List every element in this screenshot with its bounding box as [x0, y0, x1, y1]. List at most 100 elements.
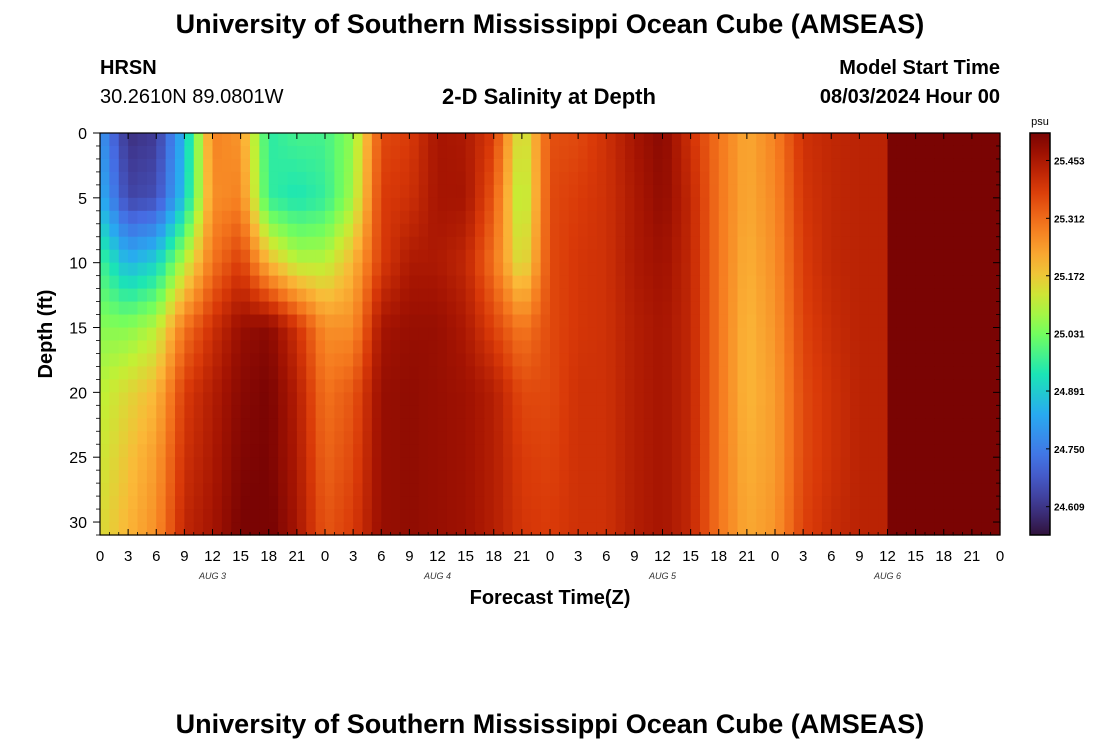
heat-cell: [578, 275, 589, 290]
heat-cell: [812, 470, 823, 484]
heat-cell: [278, 405, 289, 419]
heat-cell: [821, 353, 832, 368]
heat-cell: [240, 210, 251, 225]
heat-cell: [475, 470, 485, 484]
heat-cell: [643, 288, 654, 303]
heat-cell: [418, 483, 429, 497]
heat-cell: [306, 210, 317, 225]
heat-cell: [109, 158, 120, 173]
heat-cell: [521, 133, 532, 147]
heat-cell: [962, 366, 973, 380]
heat-cell: [925, 314, 935, 329]
heat-cell: [325, 288, 335, 303]
heat-cell: [625, 418, 635, 432]
heat-cell: [118, 366, 129, 380]
heat-cell: [878, 145, 889, 160]
heat-cell: [371, 418, 382, 432]
heat-cell: [709, 366, 720, 380]
heat-cell: [259, 314, 270, 329]
heat-cell: [700, 133, 710, 147]
heat-cell: [925, 145, 935, 160]
heat-cell: [962, 379, 973, 393]
heat-cell: [221, 353, 232, 368]
heat-cell: [437, 327, 448, 342]
heat-cell: [690, 444, 701, 458]
heat-cell: [381, 483, 392, 497]
heat-cell: [193, 301, 204, 316]
heat-cell: [484, 184, 495, 199]
heat-cell: [531, 197, 542, 212]
heat-cell: [756, 184, 767, 199]
heat-cell: [540, 522, 551, 536]
heat-cell: [634, 133, 645, 147]
heat-cell: [343, 366, 354, 380]
heat-cell: [212, 405, 223, 419]
heat-cell: [765, 483, 776, 497]
heat-cell: [550, 184, 560, 199]
heat-cell: [315, 353, 326, 368]
heat-cell: [128, 249, 139, 264]
heat-cell: [540, 133, 551, 147]
heat-cell: [521, 392, 532, 406]
heat-cell: [625, 210, 635, 225]
heat-cell: [418, 145, 429, 160]
heat-cell: [896, 470, 907, 484]
heat-cell: [709, 379, 720, 393]
heat-cell: [831, 431, 842, 445]
heat-cell: [812, 158, 823, 173]
heat-cell: [953, 249, 964, 264]
heat-cell: [540, 340, 551, 355]
heat-cell: [906, 171, 917, 186]
heat-cell: [596, 236, 607, 251]
heat-cell: [175, 340, 185, 355]
heat-cell: [625, 275, 635, 290]
heat-cell: [756, 327, 767, 342]
heat-cell: [634, 470, 645, 484]
heat-cell: [840, 431, 851, 445]
heat-cell: [709, 275, 720, 290]
heat-cell: [868, 288, 879, 303]
heat-cell: [175, 184, 185, 199]
heat-cell: [746, 184, 757, 199]
heat-cell: [287, 405, 298, 419]
heat-cell: [353, 133, 364, 147]
heat-cell: [250, 522, 260, 536]
heat-cell: [831, 457, 842, 471]
heat-cell: [578, 366, 589, 380]
heat-cell: [812, 314, 823, 329]
heat-cell: [943, 444, 954, 458]
heat-cell: [362, 340, 373, 355]
heat-cell: [503, 275, 514, 290]
heat-cell: [371, 158, 382, 173]
heat-cell: [362, 418, 373, 432]
heat-cell: [896, 133, 907, 147]
heat-cell: [268, 184, 279, 199]
heat-cell: [615, 418, 626, 432]
x-tick-label: 15: [907, 548, 924, 565]
heat-cell: [240, 236, 251, 251]
heat-cell: [456, 262, 467, 277]
heat-cell: [146, 431, 157, 445]
heat-cell: [934, 275, 945, 290]
heat-cell: [306, 483, 317, 497]
heat-cell: [803, 522, 814, 536]
heat-cell: [718, 301, 729, 316]
heat-cell: [371, 340, 382, 355]
day-label: AUG 3: [198, 571, 226, 581]
heat-cell: [193, 133, 204, 147]
heat-cell: [634, 392, 645, 406]
heat-cell: [531, 210, 542, 225]
heat-cell: [568, 483, 579, 497]
heat-cell: [943, 288, 954, 303]
heat-cell: [334, 184, 345, 199]
heat-cell: [587, 236, 598, 251]
heat-cell: [446, 366, 457, 380]
heat-cell: [784, 392, 795, 406]
heat-cell: [278, 431, 289, 445]
heat-cell: [268, 249, 279, 264]
heat-cell: [521, 158, 532, 173]
heat-cell: [362, 366, 373, 380]
heat-cell: [203, 210, 214, 225]
heat-cell: [868, 431, 879, 445]
heat-cell: [521, 496, 532, 510]
